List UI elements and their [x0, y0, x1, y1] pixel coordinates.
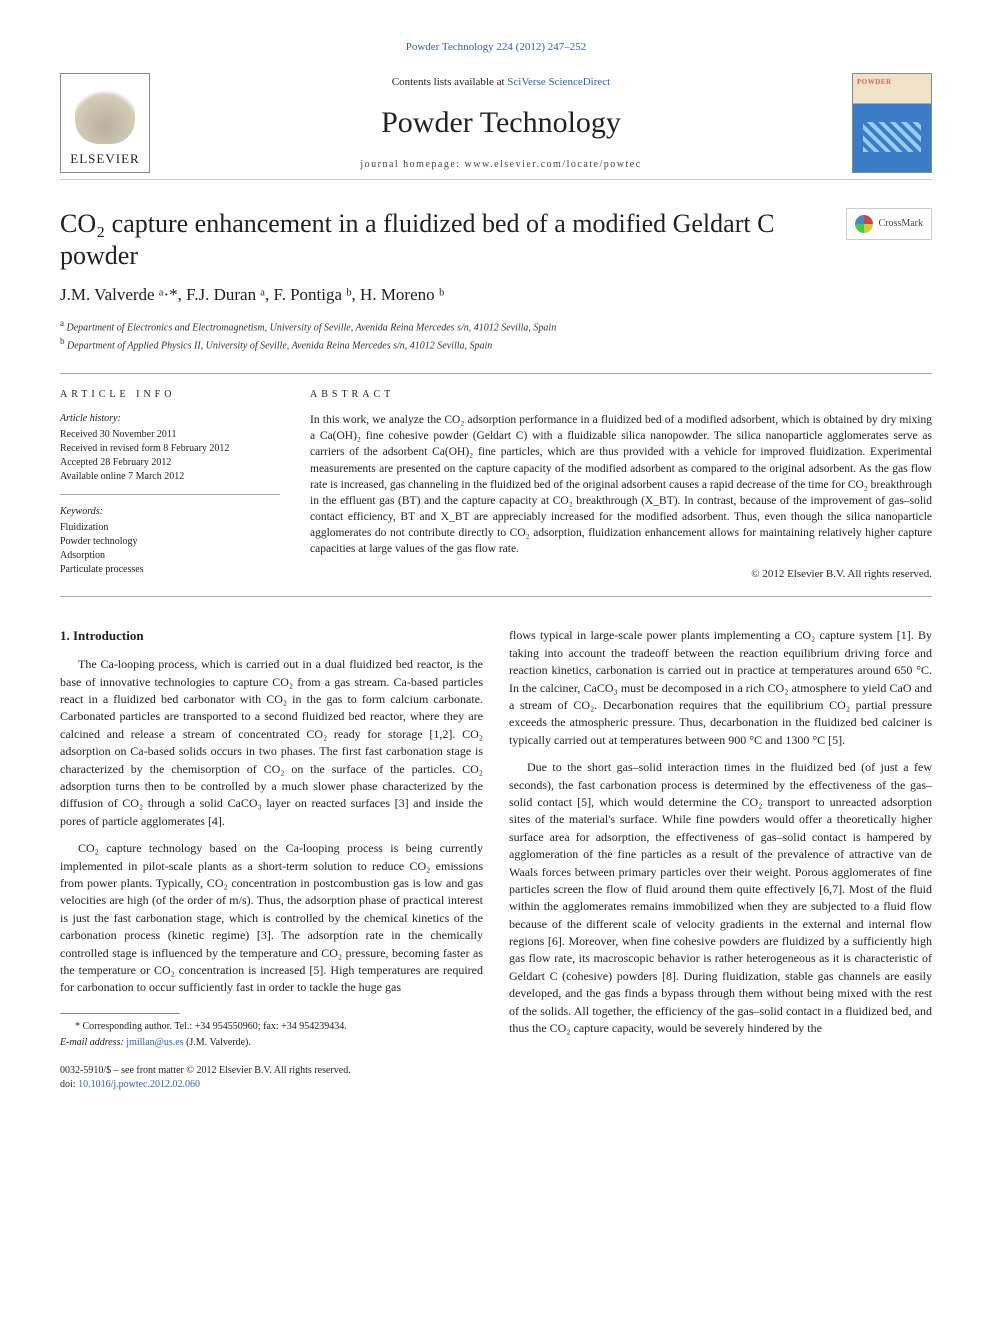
abstract-text: In this work, we analyze the CO₂ adsorpt… [310, 412, 932, 557]
crossmark-icon [855, 215, 873, 233]
issn-line: 0032-5910/$ – see front matter © 2012 El… [60, 1064, 483, 1079]
cover-graphic-icon [863, 122, 921, 152]
email-label: E-mail address: [60, 1037, 126, 1048]
authors-line: J.M. Valverde ᵃ·*, F.J. Duran ᵃ, F. Pont… [60, 283, 932, 307]
keyword: Particulate processes [60, 563, 280, 577]
citation-header: Powder Technology 224 (2012) 247–252 [60, 40, 932, 55]
article-info: ARTICLE INFO Article history: Received 3… [60, 388, 280, 582]
elsevier-tree-icon [75, 84, 135, 144]
body-paragraph: flows typical in large-scale power plant… [509, 627, 932, 749]
history-line: Available online 7 March 2012 [60, 470, 280, 484]
title-row: CO₂ capture enhancement in a fluidized b… [60, 208, 932, 270]
cover-label: POWDER [857, 78, 892, 88]
contents-line: Contents lists available at SciVerse Sci… [170, 75, 832, 90]
affiliation-a: a Department of Electronics and Electrom… [60, 317, 932, 335]
history-label: Article history: [60, 412, 280, 426]
doi-line: doi: 10.1016/j.powtec.2012.02.060 [60, 1078, 483, 1093]
doi-link[interactable]: 10.1016/j.powtec.2012.02.060 [78, 1079, 200, 1090]
history-block: Article history: Received 30 November 20… [60, 412, 280, 495]
crossmark-badge[interactable]: CrossMark [846, 208, 932, 240]
history-line: Accepted 28 February 2012 [60, 456, 280, 470]
doi-prefix: doi: [60, 1079, 76, 1090]
issn-doi-block: 0032-5910/$ – see front matter © 2012 El… [60, 1064, 483, 1093]
affiliation-b: b Department of Applied Physics II, Univ… [60, 335, 932, 353]
right-column: flows typical in large-scale power plant… [509, 627, 932, 1092]
crossmark-label: CrossMark [879, 217, 923, 231]
history-line: Received in revised form 8 February 2012 [60, 442, 280, 456]
footnote-block: * Corresponding author. Tel.: +34 954550… [60, 1020, 483, 1050]
abstract-copyright: © 2012 Elsevier B.V. All rights reserved… [310, 567, 932, 582]
body-columns: 1. Introduction The Ca-looping process, … [60, 627, 932, 1092]
journal-name: Powder Technology [170, 102, 832, 144]
email-link[interactable]: jmillan@us.es [126, 1037, 183, 1048]
keywords-label: Keywords: [60, 505, 280, 519]
homepage-prefix: journal homepage: [360, 159, 464, 170]
citation-link[interactable]: Powder Technology 224 (2012) 247–252 [406, 41, 587, 53]
history-line: Received 30 November 2011 [60, 428, 280, 442]
contents-prefix: Contents lists available at [392, 76, 507, 88]
header-center: Contents lists available at SciVerse Sci… [170, 75, 832, 172]
journal-header: ELSEVIER Contents lists available at Sci… [60, 73, 932, 180]
article-info-heading: ARTICLE INFO [60, 388, 280, 402]
section-heading: 1. Introduction [60, 627, 483, 646]
sciencedirect-link[interactable]: SciVerse ScienceDirect [507, 76, 610, 88]
email-line: E-mail address: jmillan@us.es (J.M. Valv… [60, 1036, 483, 1050]
journal-cover-thumbnail: POWDER [852, 73, 932, 173]
email-person: (J.M. Valverde). [186, 1037, 251, 1048]
abstract: ABSTRACT In this work, we analyze the CO… [310, 388, 932, 582]
body-paragraph: CO₂ capture technology based on the Ca-l… [60, 840, 483, 997]
affiliations: a Department of Electronics and Electrom… [60, 317, 932, 354]
left-column: 1. Introduction The Ca-looping process, … [60, 627, 483, 1092]
keyword: Fluidization [60, 521, 280, 535]
body-paragraph: Due to the short gas–solid interaction t… [509, 759, 932, 1037]
body-paragraph: The Ca-looping process, which is carried… [60, 656, 483, 830]
homepage-line: journal homepage: www.elsevier.com/locat… [170, 158, 832, 172]
homepage-url[interactable]: www.elsevier.com/locate/powtec [465, 159, 642, 170]
keyword: Powder technology [60, 535, 280, 549]
elsevier-logo: ELSEVIER [60, 73, 150, 173]
footnote-divider [60, 1013, 180, 1014]
info-abstract-block: ARTICLE INFO Article history: Received 3… [60, 373, 932, 597]
elsevier-name: ELSEVIER [70, 150, 139, 168]
keyword: Adsorption [60, 549, 280, 563]
corresponding-author: * Corresponding author. Tel.: +34 954550… [60, 1020, 483, 1034]
abstract-heading: ABSTRACT [310, 388, 932, 402]
article-title: CO₂ capture enhancement in a fluidized b… [60, 208, 846, 270]
